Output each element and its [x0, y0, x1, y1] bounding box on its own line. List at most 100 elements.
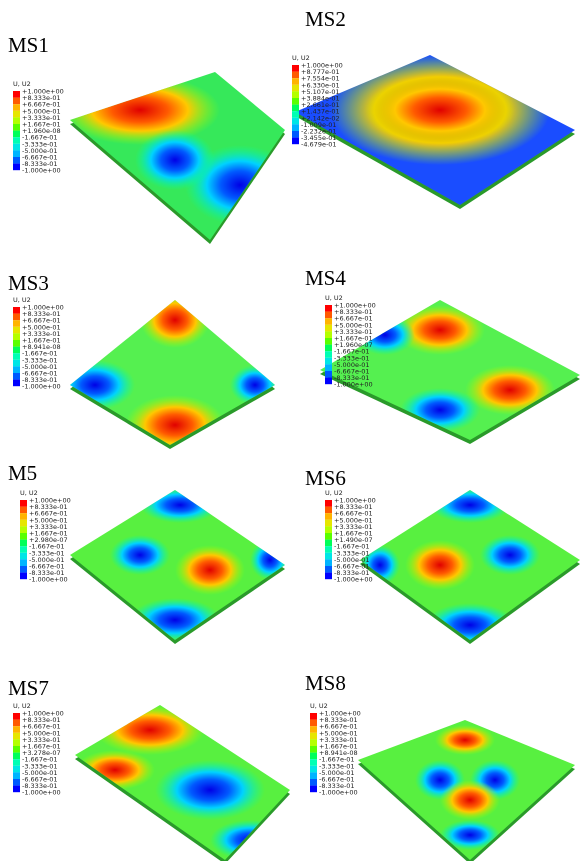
contour-blob — [140, 292, 210, 348]
legend-swatch — [325, 520, 332, 527]
legend-swatch — [292, 131, 299, 138]
contour-blob — [140, 487, 220, 523]
legend-swatch — [20, 507, 27, 514]
contour-blob — [95, 705, 205, 755]
legend-swatch — [325, 540, 332, 547]
legend-swatch — [292, 91, 299, 98]
legend-swatch — [310, 786, 317, 793]
panel-title: MS1 — [8, 33, 49, 57]
legend-swatch — [13, 124, 20, 131]
legend-swatch — [13, 713, 20, 720]
panel: M5U, U2+1.000e+00+8.333e-01+6.667e-01+5.… — [8, 461, 290, 644]
legend-swatch — [325, 513, 332, 520]
legend-label: -1.000e+00 — [22, 789, 61, 797]
legend-swatch — [325, 500, 332, 507]
legend-swatch — [13, 380, 20, 387]
panel-title: MS3 — [8, 271, 49, 295]
panel-title: MS4 — [305, 266, 346, 290]
legend-swatch — [13, 320, 20, 327]
legend-swatch — [13, 98, 20, 105]
plate-contours — [110, 487, 290, 642]
contour-blob — [400, 388, 480, 432]
legend-swatch — [13, 720, 20, 727]
legend-swatch — [310, 759, 317, 766]
legend-swatch — [13, 779, 20, 786]
legend-swatch — [292, 98, 299, 105]
legend-swatch — [13, 373, 20, 380]
legend-label: -1.000e+00 — [29, 576, 68, 584]
legend-swatch — [325, 364, 332, 371]
legend-swatch — [13, 117, 20, 124]
legend-swatch — [325, 338, 332, 345]
legend-swatch — [20, 500, 27, 507]
legend-swatch — [13, 753, 20, 760]
legend-label: -1.000e+00 — [22, 167, 61, 175]
legend-swatch — [13, 766, 20, 773]
legend-swatch — [325, 371, 332, 378]
legend-swatch — [310, 746, 317, 753]
plate-contours — [330, 55, 550, 165]
legend-swatch — [325, 533, 332, 540]
contour-blob — [365, 75, 515, 145]
legend-swatch — [310, 713, 317, 720]
legend-label: -1.000e+00 — [334, 576, 373, 584]
panel-title: MS6 — [305, 466, 346, 490]
contour-blob — [135, 130, 215, 190]
legend-swatch — [13, 347, 20, 354]
legend-label: -1.000e+00 — [319, 789, 358, 797]
legend-swatch — [325, 351, 332, 358]
legend-swatch — [13, 104, 20, 111]
legend-swatch — [325, 553, 332, 560]
legend-swatch — [325, 526, 332, 533]
panel: MS8U, U2+1.000e+00+8.333e-01+6.667e-01+5… — [305, 671, 575, 861]
panel-title: M5 — [8, 461, 37, 485]
legend-swatch — [325, 345, 332, 352]
legend-swatch — [13, 131, 20, 138]
legend-swatch — [13, 733, 20, 740]
legend-swatch — [310, 772, 317, 779]
legend-swatch — [292, 111, 299, 118]
legend-swatch — [13, 307, 20, 314]
legend-swatch — [325, 331, 332, 338]
legend-swatch — [20, 546, 27, 553]
legend-swatch — [20, 553, 27, 560]
legend-swatch — [325, 305, 332, 312]
legend-swatch — [310, 766, 317, 773]
legend-swatch — [20, 559, 27, 566]
legend-swatch — [13, 164, 20, 171]
legend-label: -1.000e+00 — [22, 383, 61, 391]
legend-swatch — [13, 137, 20, 144]
legend-swatch — [325, 358, 332, 365]
legend-swatch — [292, 118, 299, 125]
contour-blob — [405, 540, 475, 590]
contour-blob — [155, 760, 265, 820]
legend-swatch — [13, 353, 20, 360]
legend-swatch — [292, 78, 299, 85]
legend-swatch — [13, 333, 20, 340]
page: {"panels": [ {"title": "MS1", "legend_ti… — [0, 0, 580, 861]
legend-swatch — [310, 720, 317, 727]
panel-title: MS7 — [8, 676, 49, 700]
legend-swatch — [20, 566, 27, 573]
panel: MS4U, U2+1.000e+00+8.333e-01+6.667e-01+5… — [305, 266, 580, 444]
legend-swatch — [310, 753, 317, 760]
legend-swatch — [292, 72, 299, 79]
contour-blob — [210, 820, 290, 860]
legend-swatch — [292, 138, 299, 145]
legend-swatch — [13, 366, 20, 373]
legend-swatch — [325, 573, 332, 580]
legend-swatch — [325, 507, 332, 514]
legend-swatch — [325, 546, 332, 553]
panel: MS3U, U2+1.000e+00+8.333e-01+6.667e-01+5… — [8, 271, 280, 455]
legend-swatch — [325, 378, 332, 385]
legend-swatch — [13, 360, 20, 367]
legend-swatch — [13, 111, 20, 118]
legend-swatch — [292, 85, 299, 92]
legend-swatch — [20, 526, 27, 533]
contour-blob — [175, 545, 245, 595]
contour-blob — [250, 540, 290, 580]
legend-swatch — [20, 533, 27, 540]
legend-swatch — [13, 772, 20, 779]
plate-contours — [75, 705, 290, 860]
